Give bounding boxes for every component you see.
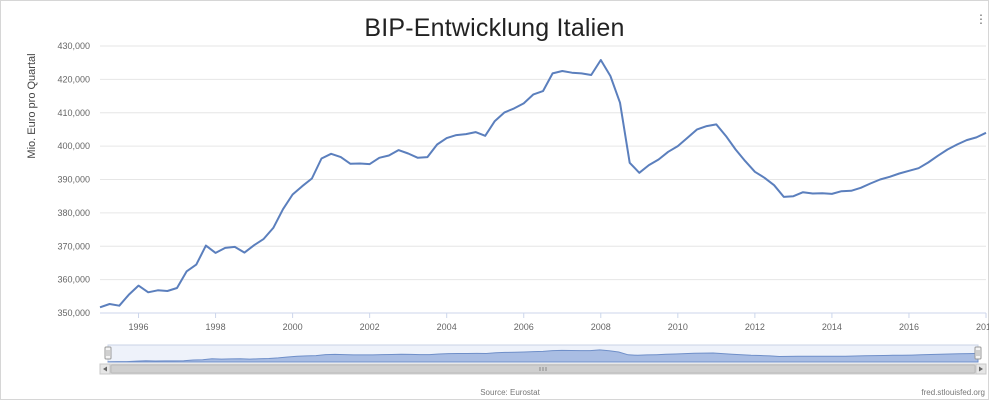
y-tick-label: 370,000	[57, 241, 90, 251]
arrow-right-icon	[979, 366, 983, 372]
navigator-left-handle[interactable]	[104, 346, 112, 360]
gdp-series-line	[99, 59, 987, 309]
y-tick-label: 380,000	[57, 208, 90, 218]
y-tick-label: 360,000	[57, 275, 90, 285]
credit-link[interactable]: fred.stlouisfed.org	[921, 388, 985, 397]
x-tick-label: 2006	[514, 322, 534, 332]
chart-title: BIP-Entwicklung Italien	[364, 14, 625, 42]
x-tick-label: 2010	[668, 322, 688, 332]
x-tick-label: 2014	[822, 322, 842, 332]
range-navigator[interactable]	[104, 344, 982, 363]
y-tick-label: 400,000	[57, 141, 90, 151]
arrow-left-icon	[103, 366, 107, 372]
x-tick-label: 2012	[745, 322, 765, 332]
x-tick-label: 2002	[360, 322, 380, 332]
y-tick-label: 350,000	[57, 308, 90, 318]
y-tick-label: 430,000	[57, 41, 90, 51]
x-tick-label: 2016	[899, 322, 919, 332]
x-tick-label: 2000	[283, 322, 303, 332]
grid-layer	[100, 45, 987, 318]
navigator-right-handle[interactable]	[974, 346, 982, 360]
y-tick-labels: 350,000 360,000 370,000 380,000 390,000 400,0…	[57, 41, 90, 318]
y-tick-label: 420,000	[57, 74, 90, 84]
x-tick-labels: 1996 1998 2000 2002 2004 2006 2008 2010 2012 2014…	[129, 322, 989, 332]
x-tick-label: 1996	[129, 322, 149, 332]
series-layer	[99, 59, 987, 309]
y-tick-label: 410,000	[57, 108, 90, 118]
x-tick-label: 2008	[591, 322, 611, 332]
navigator-series-area	[107, 349, 979, 363]
x-tick-label: 2004	[437, 322, 457, 332]
range-scrollbar[interactable]	[99, 363, 987, 375]
y-tick-label: 390,000	[57, 175, 90, 185]
x-tick-label: 2018	[976, 322, 989, 332]
x-tick-label: 1998	[206, 322, 226, 332]
chart-menu-icon[interactable]: ⋮	[975, 12, 987, 26]
source-note: Source: Eurostat	[480, 388, 540, 397]
